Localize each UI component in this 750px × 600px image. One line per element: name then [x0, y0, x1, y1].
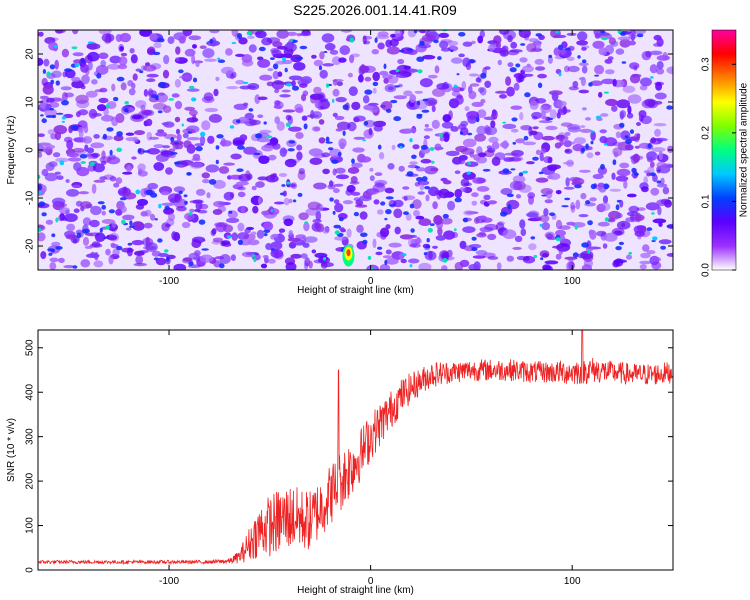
heatmap-x-tick-label: -100	[159, 276, 179, 287]
heatmap-x-tick-label: 100	[564, 276, 581, 287]
heatmap-cells	[38, 30, 673, 270]
line-y-tick-label: 200	[25, 472, 36, 489]
heatmap-y-tick-label: 0	[25, 147, 36, 153]
heatmap-y-tick-label: 10	[25, 96, 36, 108]
line-plot-frame	[37, 329, 674, 571]
chart-title: S225.2026.001.14.41.R09	[293, 2, 457, 18]
line-y-tick-label: 500	[25, 339, 36, 356]
heatmap-y-tick-label: -10	[25, 190, 36, 205]
heatmap-x-axis-label: Height of straight line (km)	[297, 285, 414, 296]
heatmap-y-tick-label: 20	[25, 48, 36, 60]
snr-series-line	[38, 330, 673, 566]
line-x-axis-label: Height of straight line (km)	[297, 585, 414, 596]
line-x-tick-label: 0	[368, 576, 374, 587]
line-y-tick-label: 0	[25, 567, 36, 573]
colorbar-label: Normalized spectral amplitude	[739, 82, 750, 217]
line-y-tick-label: 100	[25, 517, 36, 534]
line-y-axis-label: SNR (10 * v/v)	[6, 418, 17, 482]
line-y-tick-label: 300	[25, 428, 36, 445]
colorbar-tick-label: 0.3	[701, 57, 712, 71]
line-x-tick-label: -100	[159, 576, 179, 587]
heatmap-y-axis-label: Frequency (Hz)	[6, 116, 17, 185]
colorbar-tick-label: 0.2	[701, 125, 712, 139]
heatmap-y-tick-label: -20	[25, 238, 36, 253]
colorbar-tick-label: 0.1	[701, 194, 712, 208]
heatmap-x-tick-label: 0	[368, 276, 374, 287]
colorbar-tick-label: 0.0	[701, 263, 712, 277]
line-y-tick-label: 400	[25, 383, 36, 400]
colorbar	[711, 29, 737, 271]
line-x-tick-label: 100	[564, 576, 581, 587]
